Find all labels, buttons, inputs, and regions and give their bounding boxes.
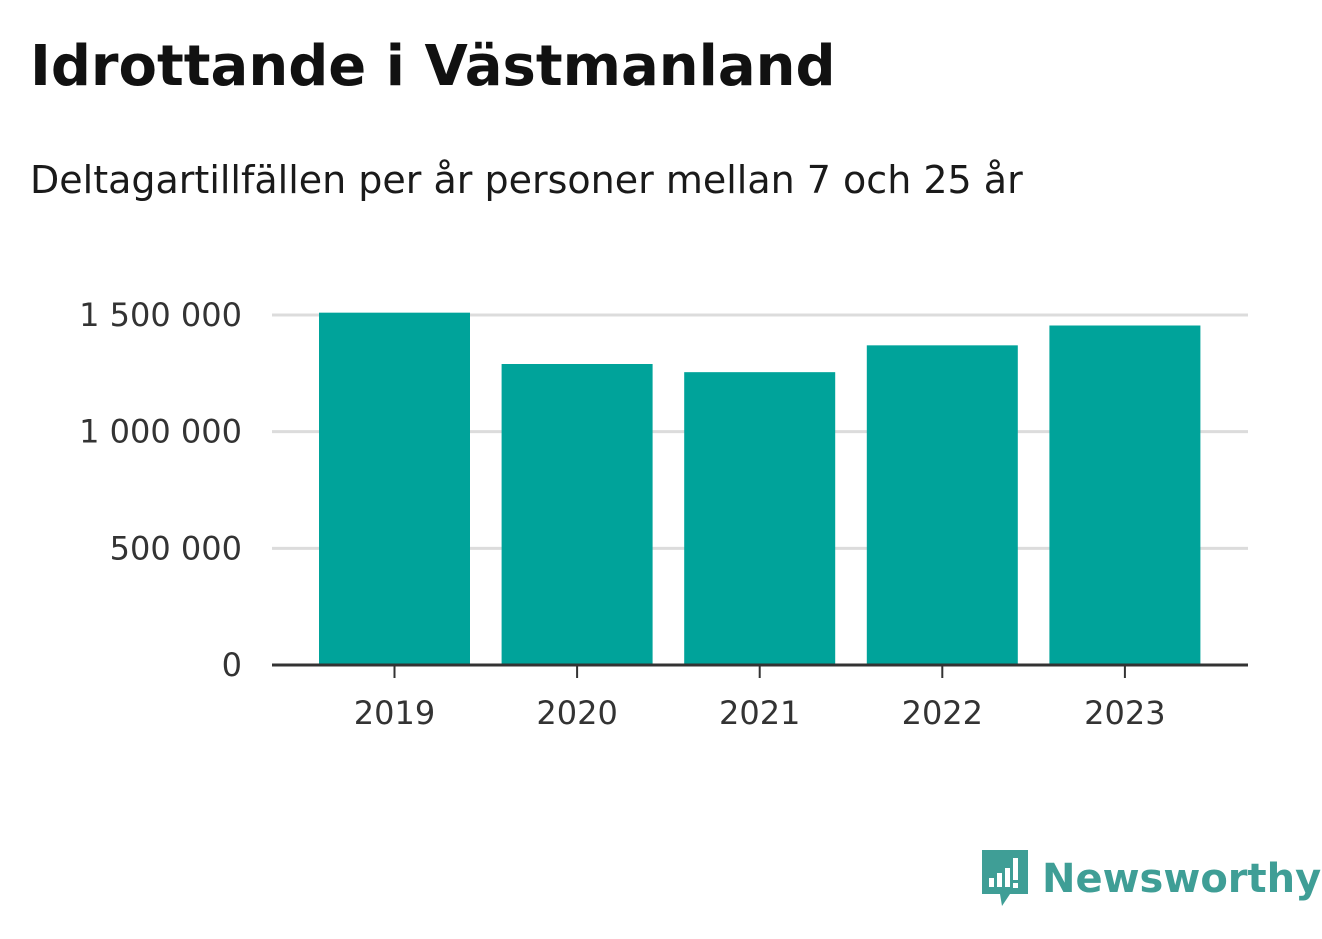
y-tick-label: 1 000 000 [79, 413, 242, 451]
newsworthy-logo-icon [982, 850, 1028, 906]
bar-2023 [1049, 325, 1201, 665]
y-tick-label: 1 500 000 [79, 296, 242, 334]
chart-title: Idrottande i Västmanland [30, 34, 836, 99]
x-tick-label: 2022 [902, 694, 983, 732]
y-tick-label: 0 [222, 646, 242, 684]
bar-2020 [501, 364, 653, 665]
chart-subtitle: Deltagartillfällen per år personer mella… [30, 158, 1023, 202]
x-tick-label: 2019 [354, 694, 435, 732]
brand-name: Newsworthy [1042, 856, 1322, 902]
y-tick-label: 500 000 [110, 529, 242, 567]
brand: Newsworthy [980, 848, 1321, 910]
y-tick-labels: 0 500 000 1 000 000 1 500 000 [79, 296, 242, 684]
x-axis [272, 663, 1248, 678]
x-tick-label: 2023 [1084, 694, 1165, 732]
bars [319, 312, 1201, 665]
x-tick-label: 2021 [719, 694, 800, 732]
bar-2022 [866, 345, 1018, 665]
bar-2019 [319, 312, 470, 665]
x-tick-labels: 2019 2020 2021 2022 2023 [354, 694, 1166, 732]
bar-2021 [684, 372, 836, 665]
x-tick-label: 2020 [536, 694, 617, 732]
